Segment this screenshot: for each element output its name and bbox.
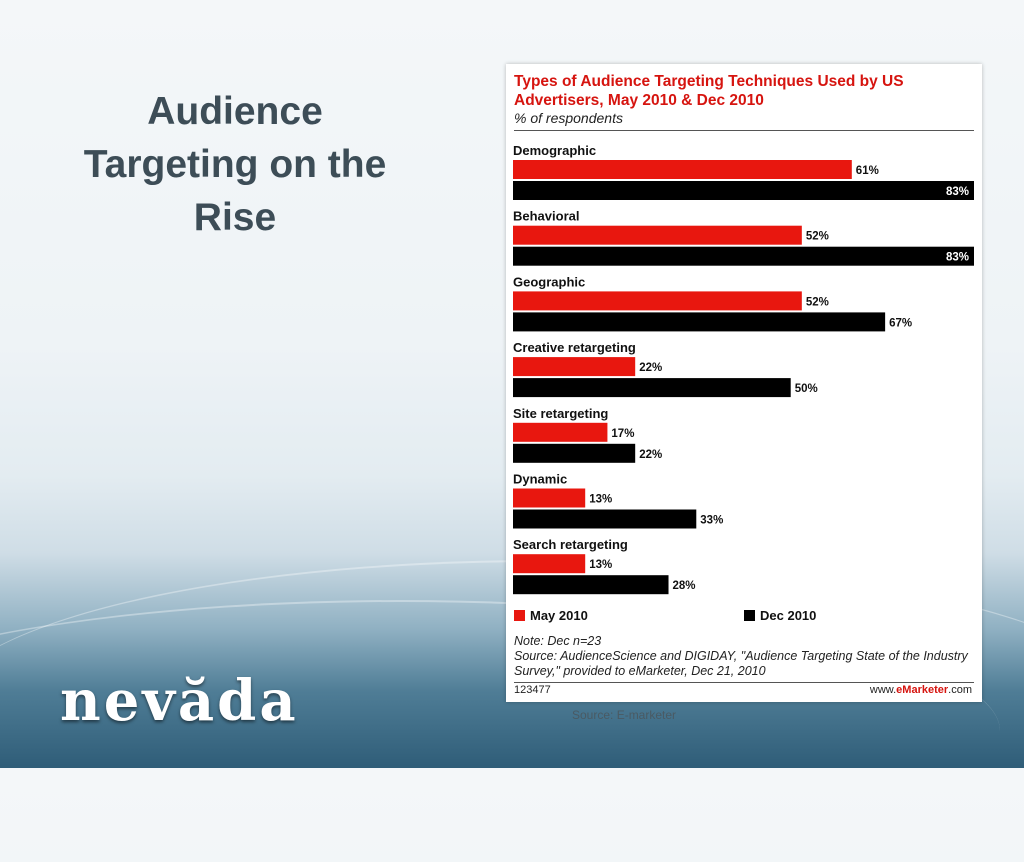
category-label-site-retargeting: Site retargeting [513,406,608,421]
slide-source-caption: Source: E-marketer [572,708,677,722]
category-label-demographic: Demographic [513,143,596,158]
value-label-behavioral-may-2010: 52% [806,231,829,243]
category-label-creative-retargeting: Creative retargeting [513,340,636,355]
category-label-dynamic: Dynamic [513,472,567,487]
chart-title: Types of Audience Targeting Techniques U… [514,73,904,109]
bar-search-retargeting-may-2010 [513,554,586,574]
legend-item-may: May 2010 [514,608,588,623]
bar-geographic-may-2010 [513,291,802,311]
bar-dynamic-dec-2010 [513,509,697,529]
category-label-search-retargeting: Search retargeting [513,537,628,552]
value-label-search-retargeting-dec-2010: 28% [673,580,696,592]
value-label-creative-retargeting-dec-2010: 50% [795,383,818,395]
chart-note: Note: Dec n=23 [514,634,602,648]
slide-title: Audience Targeting on the Rise [83,90,387,239]
bar-behavioral-may-2010 [513,225,802,245]
chart-card: Types of Audience Targeting Techniques U… [506,64,982,702]
chart-notes: Note: Dec n=23 Source: AudienceScience a… [514,634,976,679]
url-suffix: .com [948,684,972,696]
bar-behavioral-dec-2010 [513,246,974,266]
url-prefix: www. [869,684,897,696]
chart-id: 123477 [514,684,551,696]
category-label-behavioral: Behavioral [513,209,579,224]
footer-divider [514,682,974,683]
value-label-site-retargeting-dec-2010: 22% [639,449,662,461]
category-label-geographic: Geographic [513,274,585,289]
legend-swatch-dec [744,610,755,621]
value-label-demographic-may-2010: 61% [856,165,879,177]
value-label-geographic-may-2010: 52% [806,296,829,308]
chart-source: Source: AudienceScience and DIGIDAY, "Au… [514,649,968,678]
value-label-dynamic-dec-2010: 33% [700,515,723,527]
bar-search-retargeting-dec-2010 [513,575,669,595]
legend-label-may: May 2010 [530,608,588,623]
chart-subtitle: % of respondents [514,110,623,126]
value-label-dynamic-may-2010: 13% [589,494,612,506]
value-label-site-retargeting-may-2010: 17% [611,428,634,440]
value-label-geographic-dec-2010: 67% [889,317,912,329]
bar-dynamic-may-2010 [513,488,586,508]
bar-site-retargeting-dec-2010 [513,443,636,463]
legend-label-dec: Dec 2010 [760,608,817,623]
value-label-behavioral-dec-2010: 83% [946,252,969,264]
nevada-logo: nevăda [60,668,299,734]
value-label-demographic-dec-2010: 83% [946,186,969,198]
bar-geographic-dec-2010 [513,312,886,332]
bar-chart: Demographic 61% 83% Behavioral 52% 83% Geograp… [513,143,974,595]
emarketer-url: www.eMarketer.com [870,684,972,696]
bar-site-retargeting-may-2010 [513,422,608,442]
title-divider [514,130,974,131]
bar-creative-retargeting-may-2010 [513,357,636,377]
bar-demographic-dec-2010 [513,181,974,200]
legend-item-dec: Dec 2010 [744,608,816,623]
bar-creative-retargeting-dec-2010 [513,378,791,398]
url-brand: eMarketer [896,684,949,696]
value-label-creative-retargeting-may-2010: 22% [639,362,662,374]
bar-demographic-may-2010 [513,160,852,179]
value-label-search-retargeting-may-2010: 13% [589,559,612,571]
legend-swatch-may [514,610,525,621]
